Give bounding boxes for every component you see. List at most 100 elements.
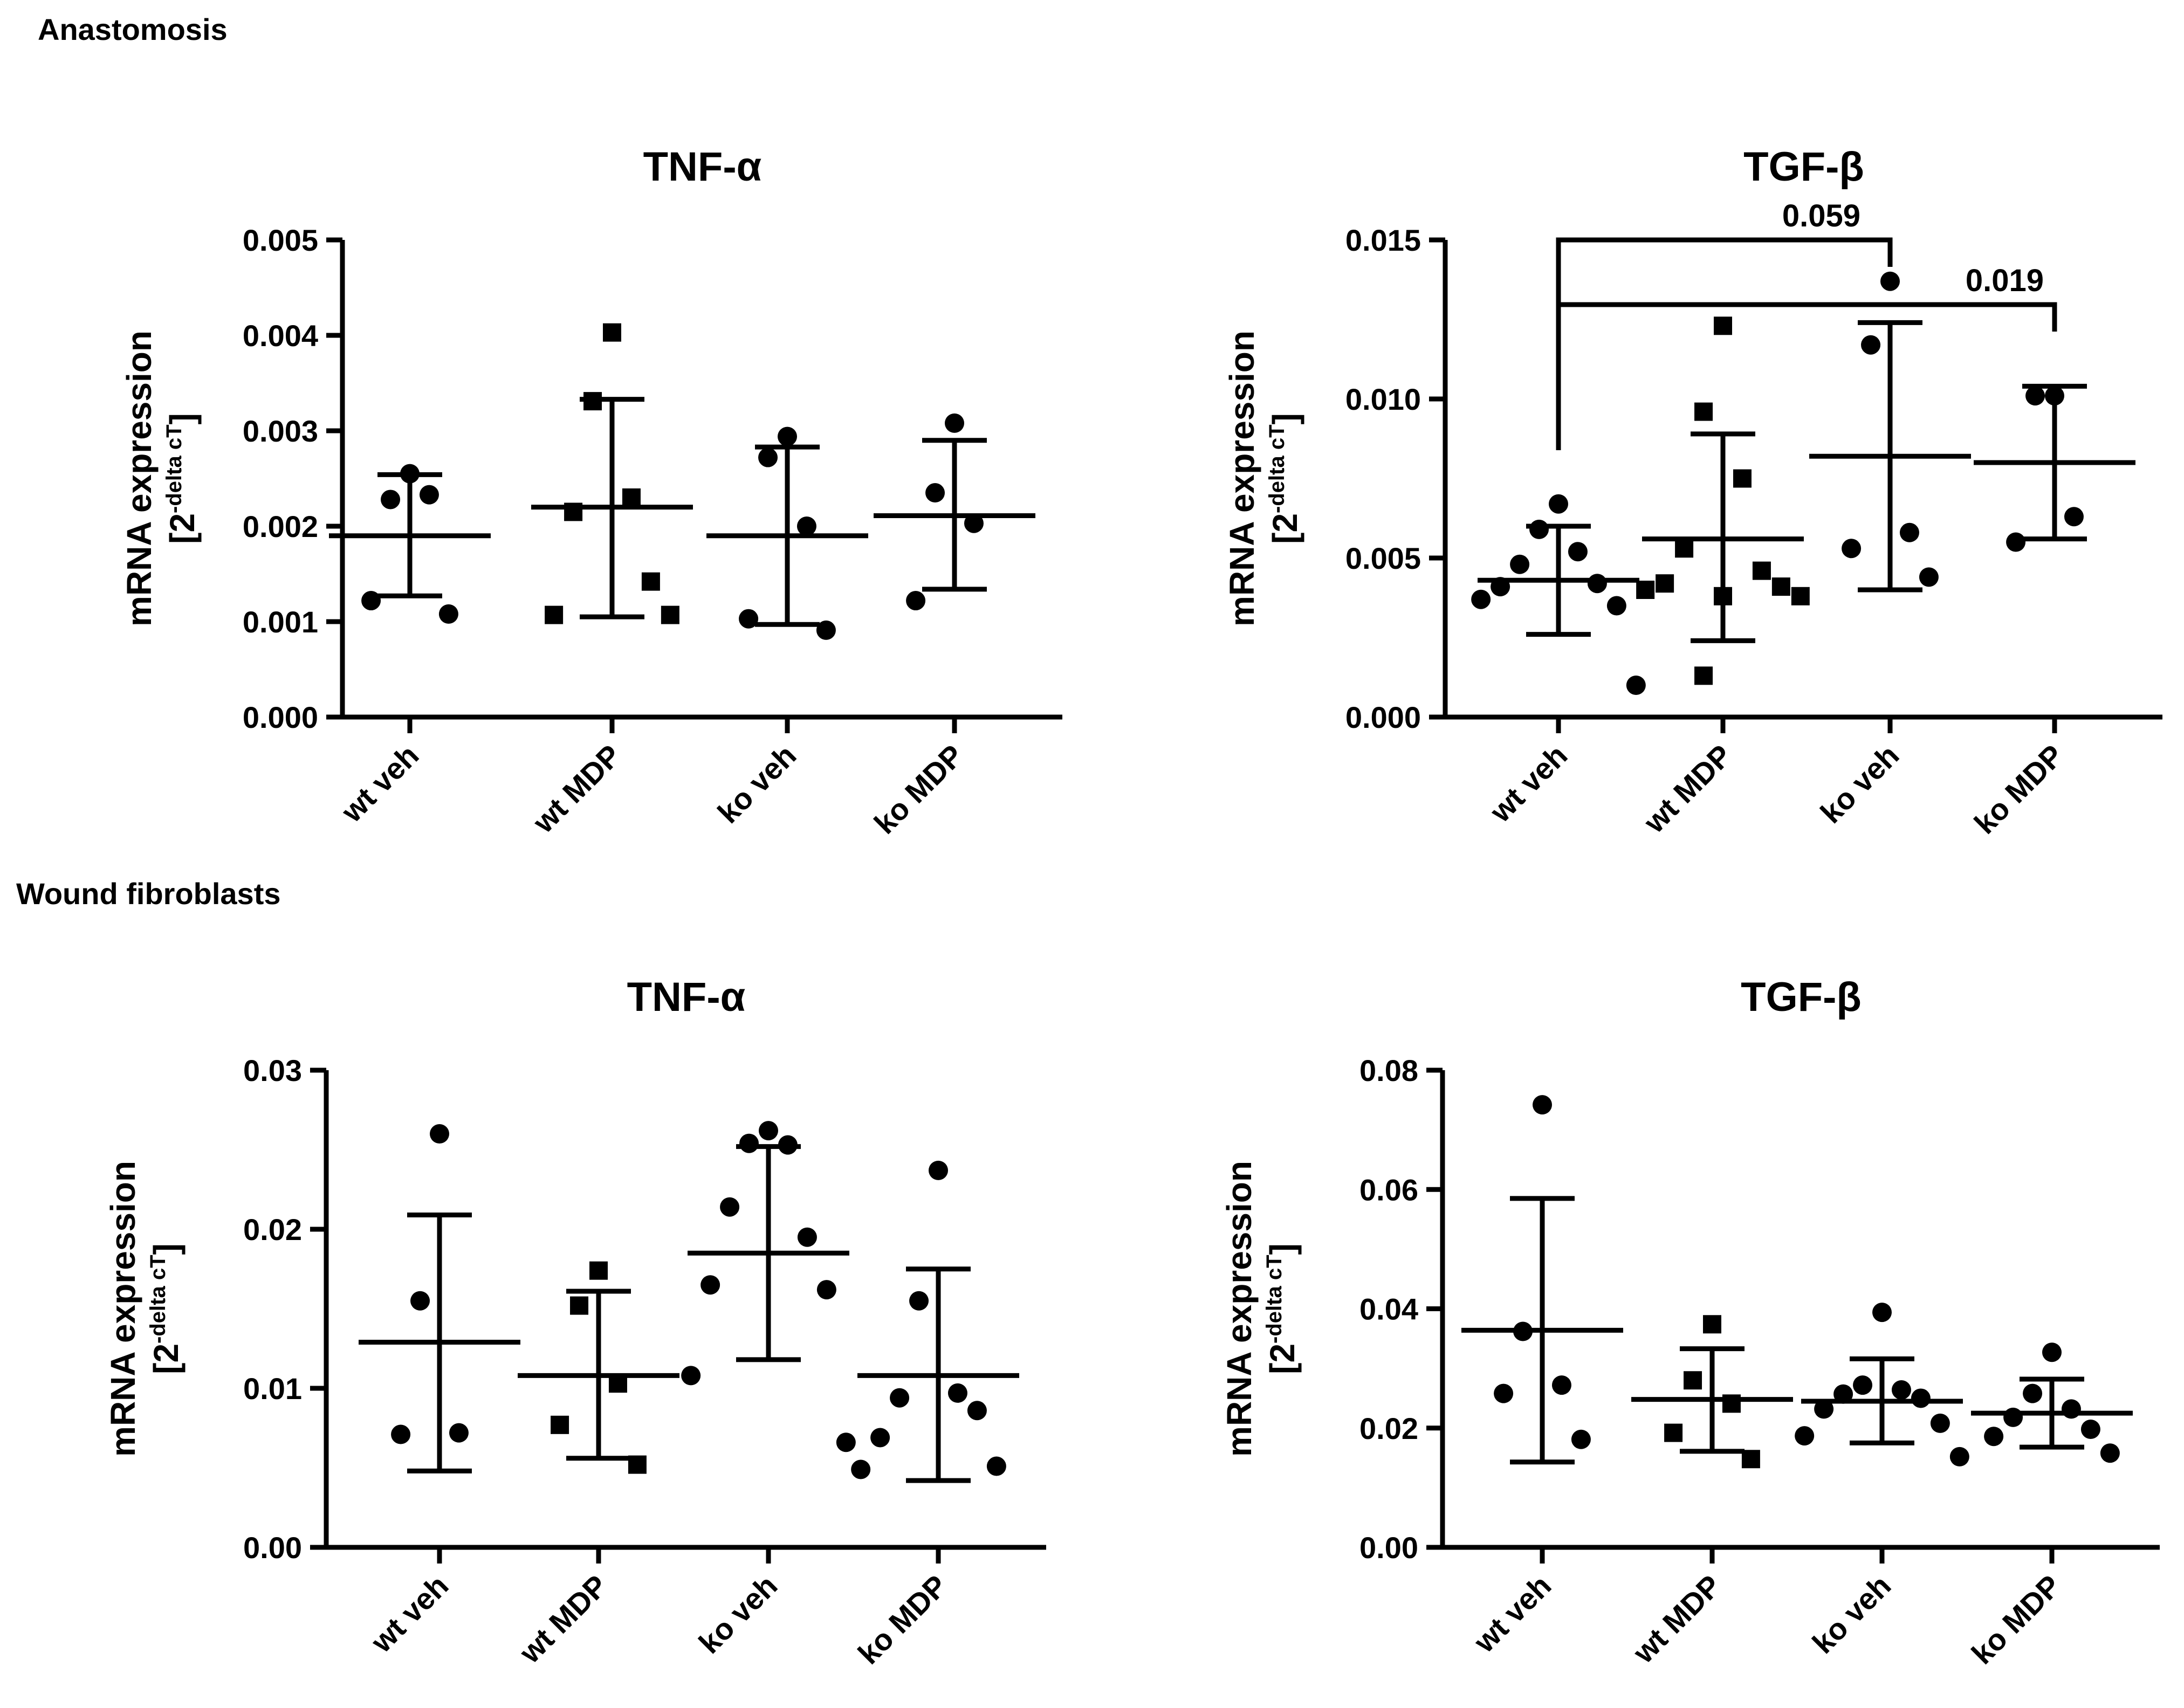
- data-point: [1853, 1375, 1873, 1395]
- y-tick-label: 0.015: [1345, 223, 1421, 257]
- data-point: [929, 1160, 948, 1180]
- data-point: [419, 485, 439, 505]
- data-point: [551, 1415, 569, 1434]
- data-point: [1656, 574, 1674, 593]
- data-point: [1911, 1388, 1931, 1408]
- chart-title: TGF-β: [1741, 974, 1862, 1020]
- series-ko-MDP: [1971, 1342, 2133, 1463]
- data-point: [1752, 561, 1771, 580]
- data-point: [1636, 581, 1655, 599]
- data-point: [628, 1455, 647, 1474]
- x-tick-label: ko MDP: [1965, 1568, 2068, 1671]
- section-label-anastomosis: Anastomosis: [38, 12, 228, 46]
- y-tick-label: 0.010: [1345, 382, 1421, 416]
- data-point: [1861, 335, 1881, 355]
- data-point: [797, 1227, 817, 1247]
- data-point: [1741, 1450, 1760, 1469]
- data-point: [1714, 587, 1732, 605]
- y-tick-label: 0.000: [1345, 700, 1421, 734]
- y-tick-label: 0.004: [243, 319, 318, 353]
- data-point: [1714, 316, 1732, 335]
- y-tick-label: 0.00: [1359, 1531, 1418, 1565]
- data-point: [836, 1432, 856, 1452]
- data-point: [1899, 522, 1919, 542]
- series-wt-veh: [359, 1124, 520, 1473]
- data-point: [1568, 542, 1588, 562]
- data-point: [890, 1388, 910, 1408]
- data-point: [1919, 567, 1939, 587]
- data-point: [1551, 1375, 1571, 1395]
- data-point: [925, 483, 945, 503]
- series-wt-MDP: [1631, 1315, 1793, 1469]
- series-ko-MDP: [874, 413, 1035, 611]
- series-ko-veh: [706, 426, 868, 640]
- x-tick-label: wt veh: [334, 738, 425, 829]
- y-tick-label: 0.002: [243, 509, 318, 543]
- data-point: [759, 1121, 778, 1141]
- y-axis-unit: [2-delta cT]: [1262, 1243, 1302, 1374]
- data-point: [1814, 1399, 1834, 1419]
- data-point: [1491, 577, 1510, 597]
- data-point: [1771, 577, 1790, 596]
- chart-title: TGF-β: [1743, 144, 1864, 190]
- data-point: [758, 447, 778, 467]
- y-tick-label: 0.000: [243, 700, 318, 734]
- y-tick-label: 0.00: [243, 1531, 302, 1565]
- data-point: [967, 1401, 987, 1421]
- data-point: [410, 1291, 430, 1311]
- data-point: [589, 1261, 608, 1280]
- y-tick-label: 0.003: [243, 414, 318, 448]
- data-point: [570, 1296, 589, 1315]
- x-tick-label: ko veh: [1814, 738, 1905, 830]
- data-point: [1684, 1371, 1702, 1390]
- y-axis-label: mRNA expression: [120, 330, 159, 626]
- data-point: [661, 605, 679, 624]
- data-point: [1571, 1429, 1591, 1449]
- y-axis-unit: [2-delta cT]: [1265, 413, 1304, 544]
- data-point: [2006, 532, 2026, 552]
- data-point: [700, 1275, 720, 1295]
- data-point: [2064, 507, 2084, 527]
- chart-title: TNF-α: [643, 144, 762, 190]
- data-point: [564, 502, 583, 521]
- data-point: [851, 1459, 871, 1479]
- data-point: [1984, 1427, 2004, 1447]
- data-point: [1795, 1426, 1815, 1446]
- data-point: [909, 1291, 929, 1311]
- data-point: [1513, 1321, 1533, 1341]
- data-point: [870, 1428, 890, 1448]
- data-point: [438, 604, 458, 624]
- series-wt-MDP: [518, 1261, 679, 1474]
- series-wt-veh: [1471, 494, 1646, 695]
- data-point: [2023, 1383, 2043, 1403]
- data-point: [1842, 539, 1862, 559]
- data-point: [1626, 676, 1646, 695]
- chart-panel-anastomosis-tnf: TNF-α 0.000 0.001 0.002 0.003 0.004 0.005 mRNA …: [120, 144, 1062, 841]
- data-point: [816, 1280, 836, 1300]
- data-point: [2061, 1399, 2081, 1419]
- data-point: [1891, 1380, 1911, 1400]
- y-tick-label: 0.02: [243, 1213, 302, 1246]
- data-point: [391, 1424, 411, 1444]
- data-point: [1664, 1423, 1683, 1442]
- series-wt-veh: [329, 464, 491, 624]
- data-point: [778, 1135, 798, 1155]
- data-point: [1694, 666, 1713, 685]
- data-point: [720, 1197, 740, 1217]
- data-point: [681, 1366, 701, 1386]
- data-point: [1529, 519, 1549, 539]
- chart-title: TNF-α: [627, 974, 746, 1020]
- x-tick-label: wt MDP: [1626, 1568, 1727, 1670]
- x-tick-label: wt MDP: [526, 738, 627, 839]
- data-point: [400, 464, 420, 484]
- series-wt-MDP: [531, 323, 693, 624]
- data-point: [641, 572, 660, 591]
- y-axis-label: mRNA expression: [1223, 330, 1261, 626]
- series-ko-veh: [1809, 271, 1971, 593]
- series-ko-MDP: [1974, 383, 2135, 552]
- data-point: [2100, 1443, 2120, 1463]
- data-point: [739, 609, 759, 629]
- data-point: [449, 1423, 469, 1443]
- chart-panel-fibroblasts-tgf: TGF-β 0.00 0.02 0.04 0.06 0.08 mRNA expression…: [1220, 974, 2160, 1671]
